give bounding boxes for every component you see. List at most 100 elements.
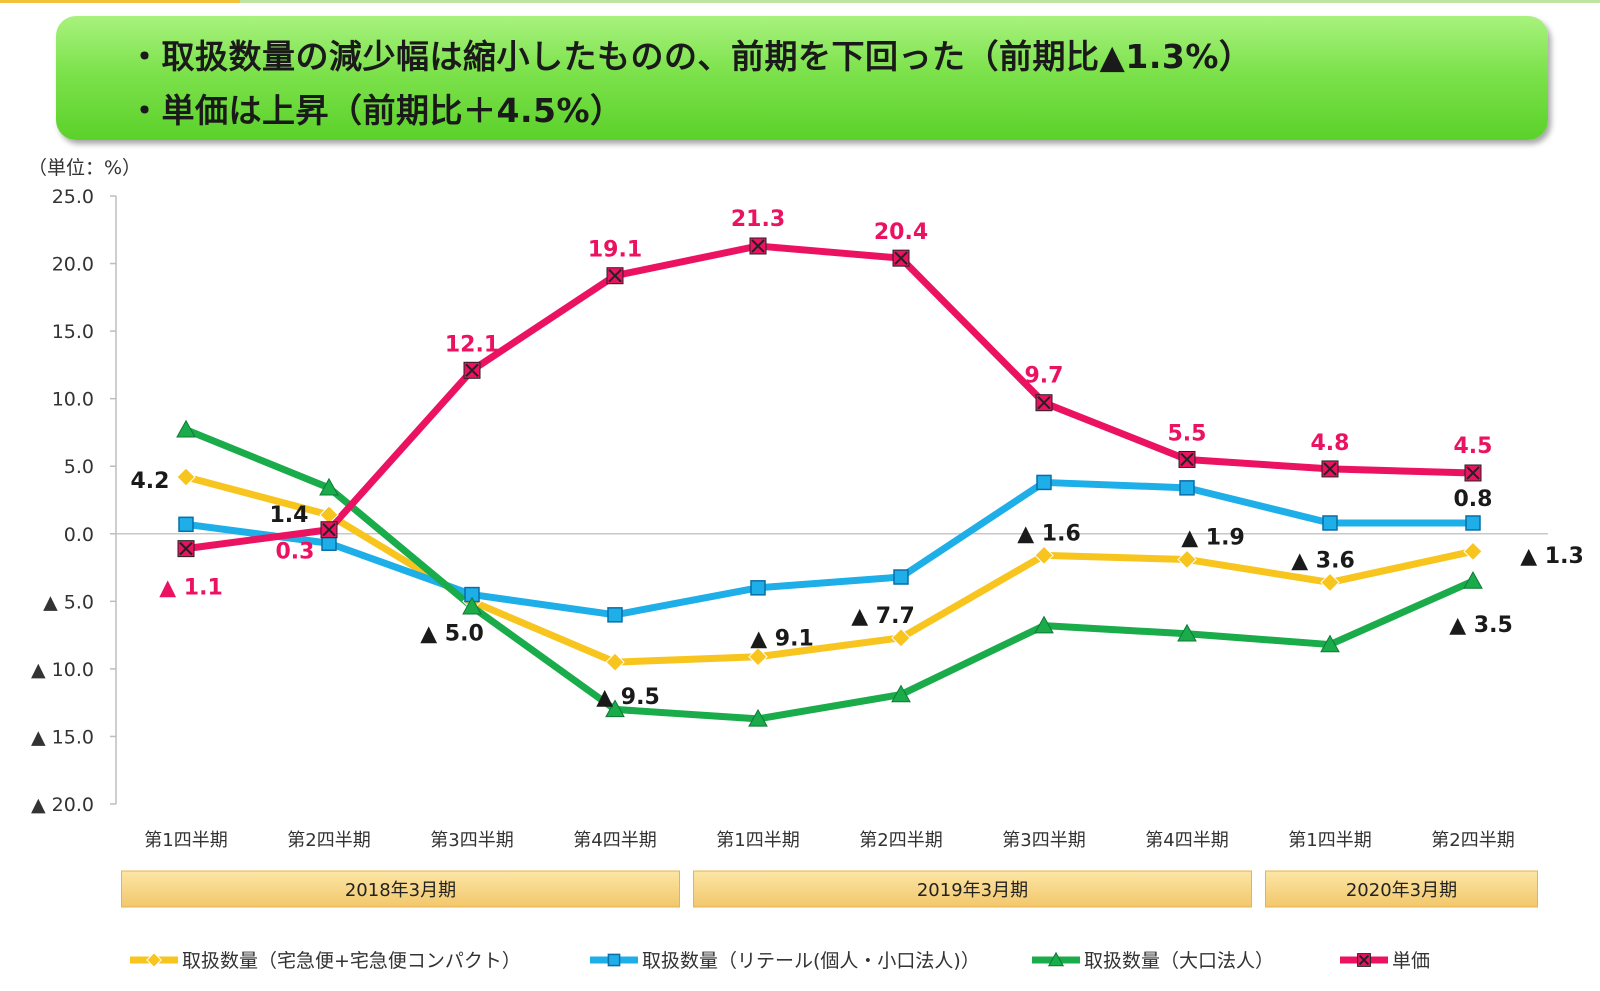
y-tick-label: 25.0 <box>52 186 94 208</box>
x-tick-label: 第2四半期 <box>859 830 942 851</box>
marker-triangle <box>176 419 196 438</box>
marker-triangle <box>1320 634 1340 653</box>
marker-triangle <box>462 596 482 615</box>
period-label: 2019年3月期 <box>917 880 1028 901</box>
marker-x-stroke <box>179 541 193 556</box>
marker-square <box>893 569 909 585</box>
legend: 取扱数量（宅急便+宅急便コンパクト） 取扱数量（リテール(個人・小口法人)） 取扱数… <box>130 950 1430 972</box>
y-tick-label: ▲ 10.0 <box>31 659 94 681</box>
x-tick-label: 第1四半期 <box>716 830 799 851</box>
series-lines <box>176 237 1483 727</box>
marker-x-stroke <box>322 523 336 537</box>
marker-triangle <box>1047 951 1065 967</box>
marker-square <box>607 607 623 623</box>
marker-diamond <box>146 952 162 968</box>
summary-banner: ・取扱数量の減少幅は縮小したものの、前期を下回った（前期比▲1.3%） ・単価は… <box>56 16 1548 140</box>
data-label: ▲ 1.9 <box>1181 525 1245 550</box>
marker-x-stroke <box>465 363 479 378</box>
marker-square <box>321 535 337 551</box>
period-label: 2020年3月期 <box>1346 880 1457 901</box>
marker-diamond <box>1177 549 1197 570</box>
data-label: 0.3 <box>276 540 315 565</box>
marker-diamond <box>1320 572 1340 593</box>
marker-diamond <box>1034 545 1054 566</box>
data-label: 9.7 <box>1025 364 1064 389</box>
marker-x-stroke <box>1466 466 1480 480</box>
marker-square <box>1036 474 1052 491</box>
marker-diamond <box>605 652 625 672</box>
x-tick-label: 第4四半期 <box>1145 830 1228 851</box>
marker-x-stroke <box>894 251 908 265</box>
marker-x-stroke <box>1323 462 1337 476</box>
period-band <box>1265 870 1538 908</box>
y-tick-label: 10.0 <box>52 389 94 411</box>
period-band <box>121 870 680 908</box>
data-label: ▲ 3.5 <box>1449 613 1513 638</box>
x-tick-label: 第2四半期 <box>1431 830 1514 851</box>
x-tick-label: 第4四半期 <box>573 830 656 851</box>
data-label: 4.8 <box>1311 431 1350 456</box>
y-tick-label: 20.0 <box>52 254 94 276</box>
legend-label: 取扱数量（大口法人） <box>1084 950 1274 972</box>
data-label: 0.8 <box>1454 487 1493 512</box>
data-label: ▲ 1.3 <box>1520 544 1584 569</box>
legend-label: 取扱数量（リテール(個人・小口法人)） <box>642 950 980 972</box>
series-line <box>182 478 1477 619</box>
marker-square <box>1322 515 1338 531</box>
legend-label: 取扱数量（宅急便+宅急便コンパクト） <box>182 950 521 972</box>
data-label: ▲ 1.1 <box>159 576 223 601</box>
data-labels: 4.2 1.4 ▲ 5.0 ▲ 9.5 ▲ 9.1 ▲ 7.7 ▲ 1.6 ▲ 1.9 ▲ 3.… <box>131 207 1584 710</box>
data-label: ▲ 1.6 <box>1017 521 1081 546</box>
series-line <box>182 426 1477 723</box>
y-tick-label: ▲ 5.0 <box>43 591 94 613</box>
axes: （単位：%） 25.0 20.0 15.0 10.0 5.0 0.0 ▲ 5.0 ▲ 10.0 ▲… <box>28 157 1548 851</box>
data-label: 4.5 <box>1454 434 1493 459</box>
marker-square <box>750 580 766 596</box>
x-tick-label: 第3四半期 <box>430 830 513 851</box>
data-label: 19.1 <box>588 238 642 263</box>
series-line <box>182 242 1477 553</box>
period-bands: 2018年3月期 2019年3月期 2020年3月期 <box>121 870 1538 908</box>
data-label: 20.4 <box>874 220 928 245</box>
summary-line-volume: ・取扱数量の減少幅は縮小したものの、前期を下回った（前期比▲1.3%） <box>128 37 1253 76</box>
x-tick-label: 第2四半期 <box>287 830 370 851</box>
x-tick-label: 第1四半期 <box>1288 830 1371 851</box>
summary-line-price: ・単価は上昇（前期比＋4.5%） <box>128 91 624 130</box>
marker-square <box>1179 480 1195 496</box>
y-tick-label: ▲ 15.0 <box>31 726 94 748</box>
marker-square <box>1465 515 1481 531</box>
marker-triangle <box>1177 623 1197 642</box>
marker-triangle <box>1463 571 1483 589</box>
marker-diamond <box>176 467 196 487</box>
marker-square <box>178 516 194 533</box>
y-tick-label: 5.0 <box>64 456 94 478</box>
y-tick-label: ▲ 20.0 <box>31 794 94 816</box>
marker-triangle <box>748 708 768 727</box>
marker-x-stroke <box>1358 954 1370 966</box>
marker-x-stroke <box>751 239 765 253</box>
data-label: ▲ 5.0 <box>420 621 484 646</box>
data-label: ▲ 9.5 <box>596 685 660 710</box>
x-tick-label: 第3四半期 <box>1002 830 1085 851</box>
y-tick-label: 0.0 <box>64 524 94 546</box>
series-line <box>182 473 1477 666</box>
marker-x-stroke <box>1180 452 1194 467</box>
x-tick-label: 第1四半期 <box>144 830 227 851</box>
y-tick-label: 15.0 <box>52 321 94 343</box>
marker-diamond <box>748 647 768 667</box>
marker-x-stroke <box>1037 396 1051 410</box>
data-label: ▲ 3.6 <box>1291 548 1355 573</box>
marker-x-stroke <box>608 269 622 283</box>
marker-square <box>607 953 621 967</box>
period-band <box>693 870 1252 908</box>
data-label: ▲ 9.1 <box>750 627 814 652</box>
legend-label: 単価 <box>1392 950 1430 972</box>
data-label: 1.4 <box>270 503 309 528</box>
data-label: 4.2 <box>131 469 170 494</box>
data-label: 12.1 <box>445 332 499 357</box>
data-label: 5.5 <box>1168 421 1207 446</box>
top-accent-line <box>0 0 1600 3</box>
marker-triangle <box>1034 615 1054 634</box>
marker-triangle <box>605 699 625 718</box>
marker-diamond <box>1463 541 1483 562</box>
